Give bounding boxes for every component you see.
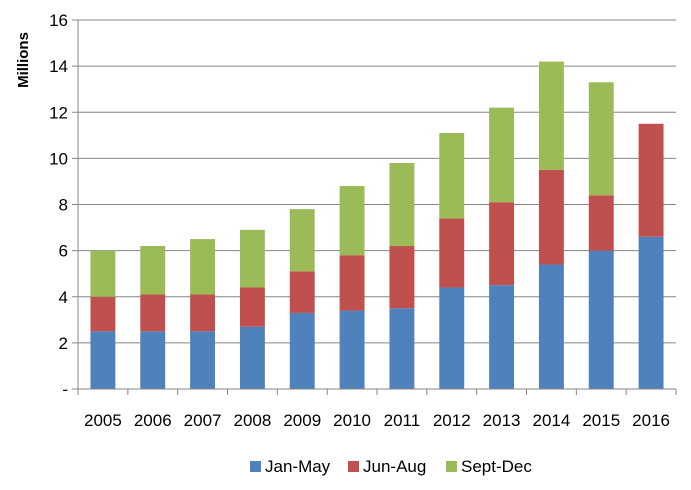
bar-jan-may-2010 — [339, 310, 365, 389]
legend-label: Jan-May — [265, 457, 331, 476]
x-tick-label: 2009 — [283, 411, 321, 430]
bar-jun-aug-2016 — [638, 123, 664, 237]
bars — [90, 61, 664, 389]
bar-jun-aug-2010 — [339, 255, 365, 311]
bar-sept-dec-2013 — [489, 107, 515, 203]
x-tick-label: 2007 — [184, 411, 222, 430]
x-tick-label: 2005 — [84, 411, 122, 430]
x-tick-label: 2015 — [582, 411, 620, 430]
legend-swatch — [446, 461, 457, 472]
bar-jan-may-2005 — [90, 331, 116, 389]
x-tick-label: 2008 — [234, 411, 272, 430]
y-tick-labels: - 2 4 6 8 10 12 14 16 — [49, 11, 68, 399]
y-tick-label: 10 — [49, 149, 68, 168]
bar-jan-may-2013 — [489, 285, 515, 389]
bar-sept-dec-2009 — [289, 209, 315, 272]
y-tick-label: 8 — [59, 196, 68, 215]
x-tick-label: 2011 — [384, 411, 421, 430]
bar-sept-dec-2012 — [439, 133, 465, 219]
bar-sept-dec-2014 — [538, 61, 564, 170]
bar-jan-may-2012 — [439, 287, 465, 389]
bar-jan-may-2014 — [538, 264, 564, 389]
legend-item-jan-may: Jan-May — [250, 457, 331, 476]
x-tick-label: 2013 — [483, 411, 521, 430]
y-tick-label: 2 — [59, 334, 68, 353]
bar-sept-dec-2010 — [339, 186, 365, 256]
gridlines — [72, 19, 676, 390]
bar-jan-may-2016 — [638, 236, 664, 389]
bar-jan-may-2007 — [190, 331, 216, 389]
y-axis-label: Millions — [15, 32, 32, 88]
bar-jan-may-2015 — [588, 250, 614, 389]
bar-jun-aug-2012 — [439, 218, 465, 288]
y-tick-label: 16 — [49, 11, 68, 30]
y-tick-label: 12 — [49, 103, 68, 122]
bar-jun-aug-2007 — [190, 294, 216, 332]
y-tick-label: 4 — [59, 288, 68, 307]
x-tick-label: 2014 — [533, 411, 571, 430]
y-tick-label: 6 — [59, 242, 68, 261]
x-tick-labels: 2005 2006 2007 2008 2009 2010 2011 2012 2013 2014… — [84, 411, 670, 430]
bar-jan-may-2006 — [140, 331, 166, 389]
bar-jun-aug-2011 — [389, 246, 415, 309]
legend-swatch — [250, 461, 261, 472]
bar-sept-dec-2005 — [90, 250, 116, 297]
y-tick-label: 14 — [49, 57, 68, 76]
axes — [77, 20, 677, 395]
x-tick-label: 2012 — [433, 411, 471, 430]
bar-sept-dec-2015 — [588, 82, 614, 196]
bar-jan-may-2008 — [239, 326, 265, 389]
bar-sept-dec-2007 — [190, 239, 216, 295]
legend-label: Jun-Aug — [363, 457, 426, 476]
bar-sept-dec-2011 — [389, 162, 415, 247]
legend: Jan-May Jun-Aug Sept-Dec — [250, 457, 532, 476]
x-tick-label: 2006 — [134, 411, 172, 430]
legend-swatch — [348, 461, 359, 472]
legend-label: Sept-Dec — [461, 457, 532, 476]
bar-jun-aug-2009 — [289, 271, 315, 313]
bar-jun-aug-2005 — [90, 296, 116, 332]
bar-jun-aug-2008 — [239, 287, 265, 327]
bar-jun-aug-2015 — [588, 195, 614, 251]
bar-jun-aug-2014 — [538, 169, 564, 265]
bar-sept-dec-2008 — [239, 229, 265, 288]
bar-jan-may-2009 — [289, 312, 315, 389]
legend-item-jun-aug: Jun-Aug — [348, 457, 426, 476]
x-tick-label: 2016 — [632, 411, 670, 430]
bar-jun-aug-2006 — [140, 294, 166, 332]
bar-jan-may-2011 — [389, 308, 415, 389]
x-tick-label: 2010 — [333, 411, 371, 430]
bar-jun-aug-2013 — [489, 202, 515, 286]
y-tick-label: - — [62, 380, 68, 399]
legend-item-sept-dec: Sept-Dec — [446, 457, 532, 476]
bar-sept-dec-2006 — [140, 246, 166, 295]
